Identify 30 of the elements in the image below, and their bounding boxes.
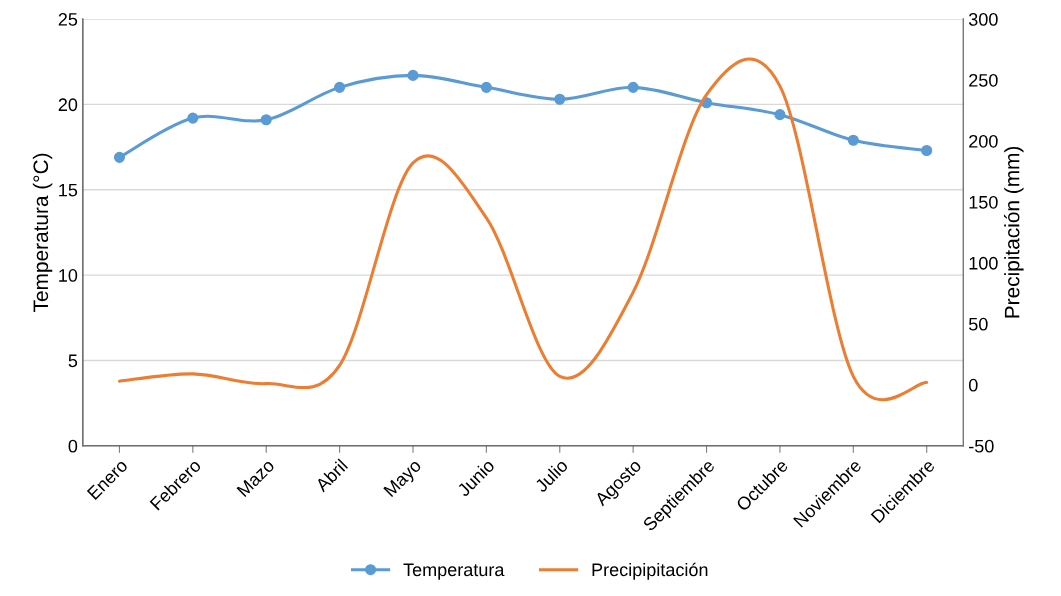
y-tick-label: 5 — [68, 354, 78, 368]
y2-tick-label: 50 — [968, 317, 988, 331]
y-tick-label: 10 — [59, 269, 78, 282]
point — [554, 93, 566, 105]
y2-tick-label: 150 — [969, 195, 998, 209]
point — [480, 81, 492, 93]
y2-tick-label: -50 — [969, 439, 994, 453]
y2-tick-label: 200 — [969, 134, 998, 148]
y-axis-title: Temperatura (°C) — [32, 153, 53, 312]
point — [113, 151, 126, 163]
legend-label: Precipipitación — [592, 562, 708, 580]
point — [921, 144, 933, 157]
x-tick-label: Julio — [533, 458, 569, 494]
legend-label: Temperatura — [403, 563, 505, 580]
point — [847, 134, 859, 146]
point — [260, 114, 272, 126]
y2-tick-label: 250 — [969, 73, 998, 87]
y2-tick-label: 0 — [968, 378, 978, 392]
y2-axis-title: Precipitación (mm) — [1003, 146, 1024, 318]
y-tick-label: 15 — [59, 183, 78, 197]
point — [187, 112, 199, 124]
y-tick-label: 20 — [58, 98, 78, 112]
y2-tick-label: 300 — [968, 13, 998, 26]
y-tick-label: 0 — [68, 439, 78, 453]
point — [334, 81, 346, 93]
point — [407, 69, 419, 81]
y2-tick-label: 100 — [969, 256, 998, 270]
y-tick-label: 25 — [58, 13, 78, 26]
point — [627, 81, 639, 93]
point — [774, 109, 786, 121]
